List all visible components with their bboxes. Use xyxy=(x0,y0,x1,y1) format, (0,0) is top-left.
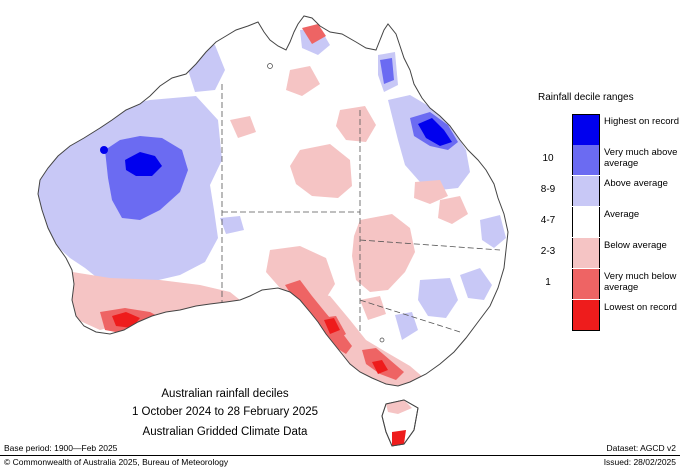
issued-date: Issued: 28/02/2025 xyxy=(603,457,676,467)
legend-item-label: Highest on record xyxy=(604,116,679,127)
legend-item: 2-3 Below average xyxy=(530,238,680,268)
map-title: Australian rainfall deciles xyxy=(161,388,289,400)
region-lowest-on-record xyxy=(112,312,140,328)
legend-item: 4-7 Average xyxy=(530,207,680,237)
legend-item-label: Above average xyxy=(604,178,668,189)
legend-item-code: 1 xyxy=(545,277,551,288)
legend-item: Lowest on record xyxy=(530,300,680,331)
region-highest-on-record xyxy=(125,152,162,176)
legend-item-label: Average xyxy=(604,209,640,220)
map-period: 1 October 2024 to 28 February 2025 xyxy=(131,406,319,418)
map-dataset-name: Australian Gridded Climate Data xyxy=(142,426,308,438)
legend-item-label: Very much below average xyxy=(604,271,677,293)
legend-title: Rainfall decile ranges xyxy=(538,92,634,103)
legend-item-label: Very much above average xyxy=(604,147,678,169)
legend-item-swatch xyxy=(572,300,600,331)
legend-item-code: 8-9 xyxy=(540,184,556,195)
legend-item-label: Below average xyxy=(604,240,667,251)
region-below-average-central xyxy=(290,144,352,198)
legend-item: 1 Very much below average xyxy=(530,269,680,299)
dataset-label: Dataset: AGCD v2 xyxy=(606,443,676,453)
legend-item: Highest on record xyxy=(530,114,680,145)
tasmania-outline xyxy=(381,399,419,447)
region-very-much-above-average-pilbara xyxy=(105,136,188,220)
state-borders xyxy=(221,84,501,333)
legend-item-swatch xyxy=(572,114,600,145)
copyright: © Commonwealth of Australia 2025, Bureau… xyxy=(4,457,229,467)
legend-item-label: Lowest on record xyxy=(604,302,677,313)
legend-item-swatch xyxy=(572,207,600,237)
base-period: Base period: 1900—Feb 2025 xyxy=(4,443,118,453)
legend-item-code: 10 xyxy=(542,153,554,164)
legend-item: 8-9 Above average xyxy=(530,176,680,206)
legend-item-swatch xyxy=(572,269,600,299)
footer-divider xyxy=(0,455,680,456)
legend-item-swatch xyxy=(572,145,600,175)
legend-item-swatch xyxy=(572,238,600,268)
legend-item: 10 Very much above average xyxy=(530,145,680,175)
legend-item-code: 2-3 xyxy=(540,246,556,257)
legend-item-code: 4-7 xyxy=(540,215,556,226)
legend-item-swatch xyxy=(572,176,600,206)
